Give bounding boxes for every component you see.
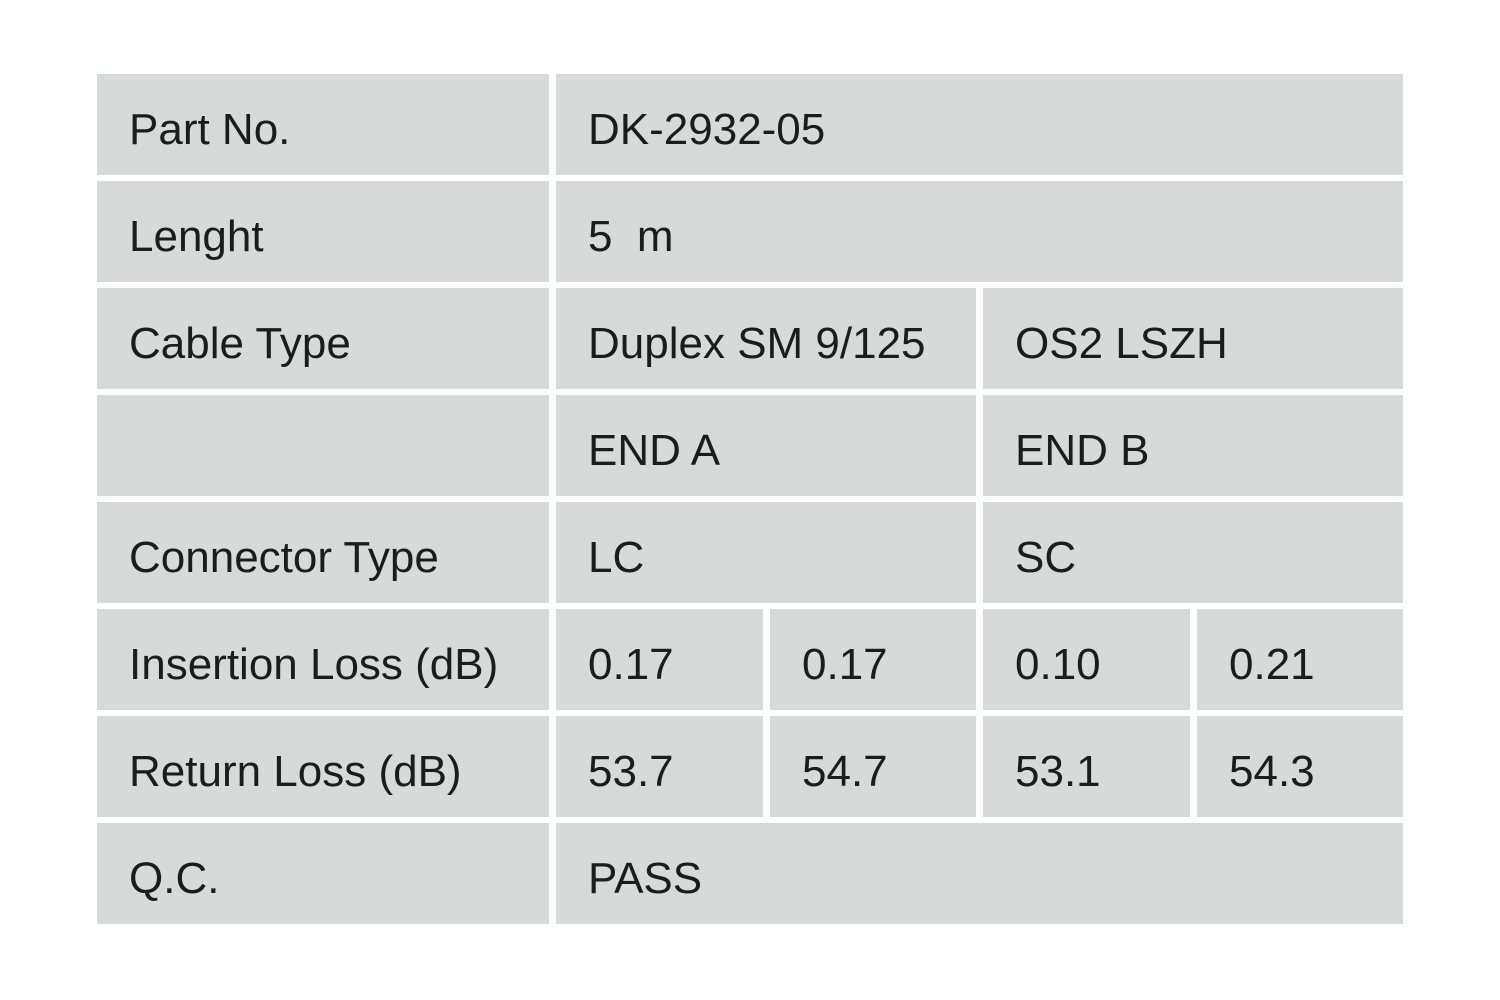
connector-type-end-a: LC xyxy=(556,502,976,603)
return-loss-end-a-2: 54.7 xyxy=(770,716,976,817)
insertion-loss-end-b-1: 0.10 xyxy=(983,609,1190,710)
insertion-loss-end-a-2: 0.17 xyxy=(770,609,976,710)
insertion-loss-end-a-1: 0.17 xyxy=(556,609,763,710)
qc-value: PASS xyxy=(556,823,1403,924)
insertion-loss-end-b-2: 0.21 xyxy=(1197,609,1403,710)
part-no-value: DK-2932-05 xyxy=(556,74,1403,175)
return-loss-end-b-1: 53.1 xyxy=(983,716,1190,817)
end-b-header: END B xyxy=(983,395,1403,496)
return-loss-label: Return Loss (dB) xyxy=(97,716,549,817)
test-data-table: Part No. DK-2932-05 Lenght 5 m Cable Typ… xyxy=(97,74,1403,924)
return-loss-end-a-1: 53.7 xyxy=(556,716,763,817)
connector-type-label: Connector Type xyxy=(97,502,549,603)
insertion-loss-label: Insertion Loss (dB) xyxy=(97,609,549,710)
length-value: 5 m xyxy=(556,181,1403,282)
part-no-label: Part No. xyxy=(97,74,549,175)
return-loss-end-b-2: 54.3 xyxy=(1197,716,1403,817)
qc-label: Q.C. xyxy=(97,823,549,924)
cable-type-value-2: OS2 LSZH xyxy=(983,288,1403,389)
empty-cell xyxy=(97,395,549,496)
length-label: Lenght xyxy=(97,181,549,282)
connector-type-end-b: SC xyxy=(983,502,1403,603)
cable-type-label: Cable Type xyxy=(97,288,549,389)
cable-type-value-1: Duplex SM 9/125 xyxy=(556,288,976,389)
end-a-header: END A xyxy=(556,395,976,496)
